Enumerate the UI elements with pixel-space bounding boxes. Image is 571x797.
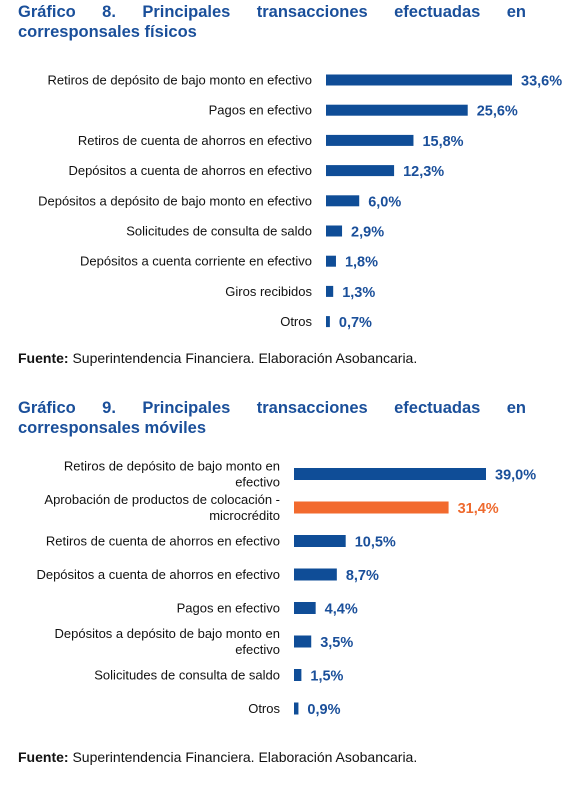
value-label: 1,5% (310, 669, 343, 685)
value-label: 25,6% (477, 104, 518, 120)
category-label-line: Retiros de depósito de bajo monto en (64, 459, 280, 474)
category-label: Aprobación de productos de colocación -m… (44, 492, 280, 523)
value-label: 1,3% (342, 285, 375, 301)
category-label-line: Retiros de depósito de bajo monto en efe… (47, 73, 312, 88)
bar (326, 255, 336, 267)
category-label: Retiros de cuenta de ahorros en efectivo (78, 133, 312, 148)
value-label: 8,7% (346, 568, 379, 584)
category-label: Depósitos a cuenta corriente en efectivo (80, 254, 312, 269)
bar (326, 195, 360, 207)
bar (294, 501, 449, 514)
bar (294, 568, 337, 581)
value-label: 12,3% (403, 164, 444, 180)
bar (294, 468, 486, 480)
category-label-line: Giros recibidos (225, 284, 312, 299)
bar (294, 635, 312, 648)
category-label: Giros recibidos (225, 284, 312, 299)
source-text: Superintendencia Financiera. Elaboración… (68, 350, 418, 366)
bar (294, 669, 302, 681)
category-label: Retiros de depósito de bajo monto en efec… (64, 459, 280, 490)
value-label: 3,5% (320, 635, 353, 651)
bar (326, 225, 343, 237)
bar (326, 134, 414, 146)
value-label: 10,5% (355, 535, 396, 551)
category-label: Depósitos a depósito de bajo monto en efe… (55, 626, 281, 657)
category-label-line: Solicitudes de consulta de saldo (126, 224, 312, 239)
category-label: Pagos en efectivo (209, 103, 312, 118)
category-label: Solicitudes de consulta de saldo (126, 224, 312, 239)
category-label-line: Aprobación de productos de colocación - (44, 492, 280, 507)
chart-9-source: Fuente: Superintendencia Financiera. Ela… (18, 749, 417, 765)
category-label-line: Retiros de cuenta de ahorros en efectivo (78, 133, 312, 148)
category-label-line: Pagos en efectivo (209, 103, 312, 118)
value-label: 1,8% (345, 255, 378, 271)
category-label: Solicitudes de consulta de saldo (94, 668, 280, 683)
category-label: Depósitos a cuenta de ahorros en efectiv… (36, 567, 280, 582)
source-label: Fuente: (18, 749, 69, 765)
chart-8: Retiros de depósito de bajo monto en efe… (38, 68, 562, 333)
category-label-line: Depósitos a cuenta de ahorros en efectiv… (36, 567, 280, 582)
chart-9: Retiros de depósito de bajo monto en efec… (36, 459, 536, 722)
value-label: 4,4% (325, 602, 358, 618)
bar (326, 165, 395, 177)
bar (326, 316, 330, 328)
category-label: Pagos en efectivo (177, 601, 280, 616)
category-label: Otros (280, 314, 312, 329)
value-label: 33,6% (521, 74, 562, 90)
chart-8-title: Gráfico 8. Principales transacciones efe… (18, 3, 526, 41)
category-label-line: efectivo (235, 475, 280, 490)
category-label-line: Otros (280, 314, 312, 329)
value-label: 15,8% (422, 134, 463, 150)
value-label: 0,7% (339, 315, 372, 331)
category-label-line: Depósitos a cuenta corriente en efectivo (80, 254, 312, 269)
category-label-line: Pagos en efectivo (177, 601, 280, 616)
bar (294, 602, 316, 614)
source-label: Fuente: (18, 350, 69, 366)
category-label-line: microcrédito (209, 508, 280, 523)
category-label: Otros (248, 701, 280, 716)
bar (326, 285, 334, 297)
value-label: 6,0% (368, 194, 401, 210)
category-label-line: efectivo (235, 642, 280, 657)
category-label-line: Retiros de cuenta de ahorros en efectivo (46, 534, 280, 549)
chart-8-source: Fuente: Superintendencia Financiera. Ela… (18, 350, 417, 366)
value-label: 31,4% (458, 501, 499, 517)
category-label-line: Otros (248, 701, 280, 716)
bar (326, 104, 468, 116)
category-label: Retiros de depósito de bajo monto en efe… (47, 73, 312, 88)
category-label-line: Solicitudes de consulta de saldo (94, 668, 280, 683)
category-label: Retiros de cuenta de ahorros en efectivo (46, 534, 280, 549)
value-label: 0,9% (307, 702, 340, 718)
value-label: 2,9% (351, 225, 384, 241)
value-label: 39,0% (495, 468, 536, 484)
source-text: Superintendencia Financiera. Elaboración… (68, 749, 418, 765)
category-label: Depósitos a cuenta de ahorros en efectiv… (68, 163, 312, 178)
category-label-line: Depósitos a depósito de bajo monto en ef… (38, 193, 312, 208)
category-label-line: Depósitos a cuenta de ahorros en efectiv… (68, 163, 312, 178)
category-label-line: Depósitos a depósito de bajo monto en (55, 626, 281, 641)
category-label: Depósitos a depósito de bajo monto en ef… (38, 193, 312, 208)
chart-9-title: Gráfico 9. Principales transacciones efe… (18, 399, 526, 437)
bar (294, 702, 299, 715)
bar (326, 74, 512, 86)
bar (294, 535, 346, 547)
